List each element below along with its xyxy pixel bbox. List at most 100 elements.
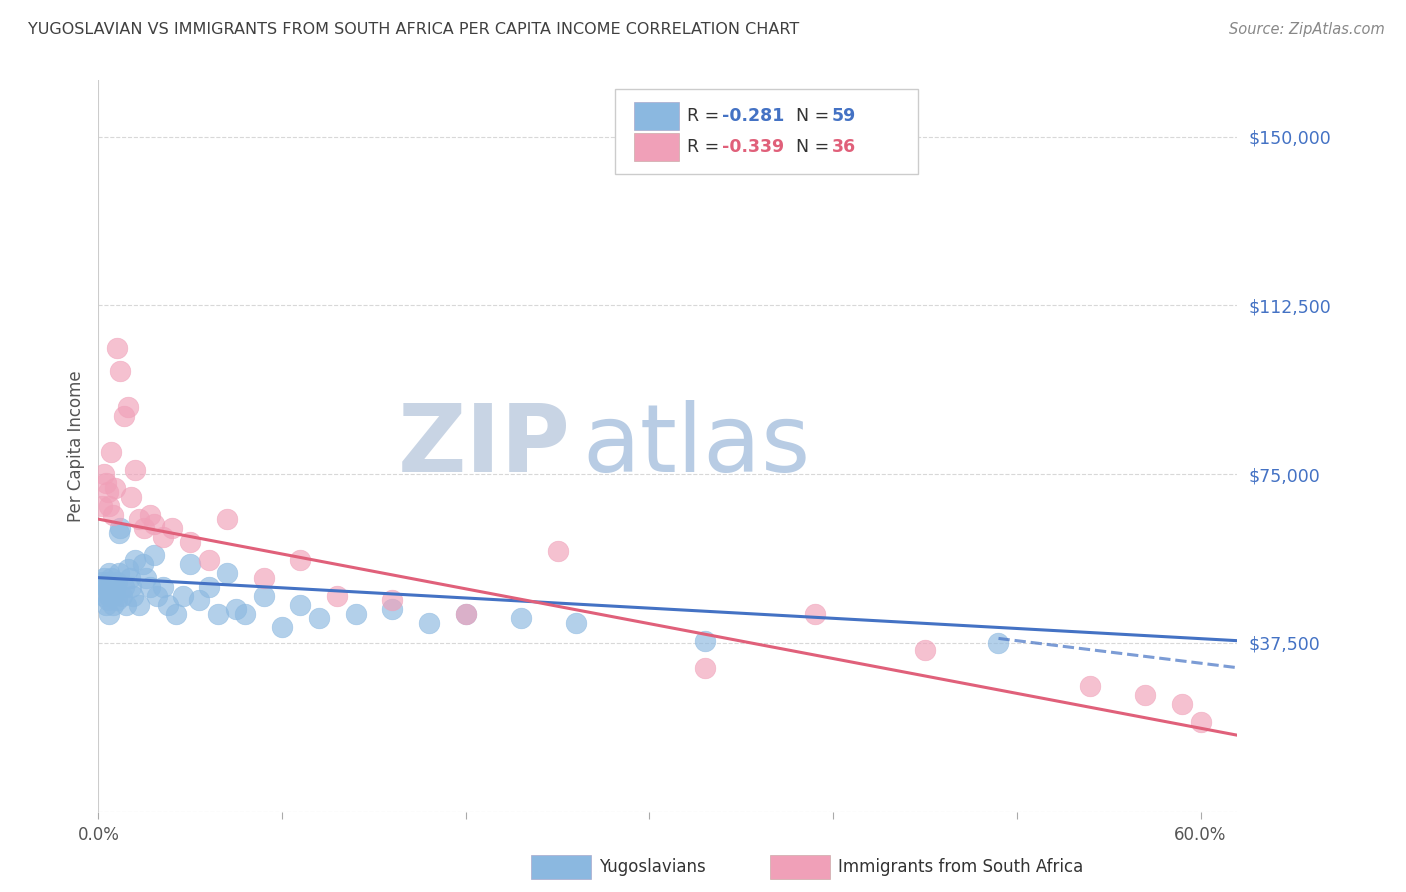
Point: [253, 589, 276, 603]
Point: [128, 598, 150, 612]
Point: [197, 580, 219, 594]
Point: [105, 593, 128, 607]
Text: Immigrants from South Africa: Immigrants from South Africa: [838, 858, 1083, 876]
Point: [418, 615, 440, 630]
Point: [124, 552, 146, 566]
Point: [93, 589, 115, 603]
Text: -0.339: -0.339: [723, 138, 785, 156]
Point: [107, 525, 129, 540]
Point: [157, 598, 180, 612]
Point: [101, 589, 124, 603]
Point: [1135, 688, 1157, 702]
Point: [100, 580, 122, 594]
Point: [117, 562, 139, 576]
Text: N =: N =: [786, 138, 835, 156]
Point: [112, 580, 135, 594]
Point: [290, 552, 312, 566]
Point: [110, 363, 132, 377]
Point: [804, 607, 827, 621]
Text: R =: R =: [688, 138, 724, 156]
Point: [134, 521, 156, 535]
Point: [118, 571, 141, 585]
Point: [1078, 679, 1101, 693]
Point: [326, 589, 349, 603]
Point: [97, 584, 120, 599]
Point: [139, 508, 162, 522]
Point: [693, 661, 716, 675]
Text: Yugoslavians: Yugoslavians: [599, 858, 706, 876]
Point: [454, 607, 477, 621]
Point: [122, 589, 145, 603]
Point: [135, 571, 157, 585]
Point: [454, 607, 477, 621]
Point: [104, 584, 127, 599]
Text: atlas: atlas: [582, 400, 811, 492]
Point: [98, 607, 121, 621]
Point: [1189, 714, 1212, 729]
Point: [381, 593, 404, 607]
Point: [565, 615, 588, 630]
Text: 59: 59: [832, 107, 856, 125]
Point: [91, 575, 114, 590]
Point: [290, 598, 312, 612]
Point: [124, 462, 146, 476]
Point: [207, 607, 229, 621]
Point: [987, 636, 1010, 650]
Point: [115, 598, 138, 612]
Point: [111, 589, 134, 603]
Point: [104, 580, 127, 594]
Text: Source: ZipAtlas.com: Source: ZipAtlas.com: [1229, 22, 1385, 37]
Point: [139, 580, 162, 594]
Point: [101, 598, 124, 612]
Point: [97, 485, 120, 500]
Point: [94, 598, 117, 612]
Point: [91, 499, 114, 513]
Text: -0.281: -0.281: [723, 107, 785, 125]
Point: [160, 521, 183, 535]
Point: [197, 552, 219, 566]
Point: [98, 499, 121, 513]
Point: [152, 530, 174, 544]
Point: [112, 409, 135, 423]
Point: [131, 557, 153, 571]
Point: [93, 571, 115, 585]
Point: [142, 548, 165, 562]
Point: [215, 566, 238, 581]
Text: ZIP: ZIP: [398, 400, 571, 492]
Point: [152, 580, 174, 594]
Text: R =: R =: [688, 107, 724, 125]
Point: [547, 543, 569, 558]
Point: [225, 602, 247, 616]
Text: 36: 36: [832, 138, 856, 156]
Point: [104, 481, 127, 495]
Point: [97, 593, 120, 607]
Point: [165, 607, 187, 621]
Point: [93, 467, 115, 482]
Point: [142, 516, 165, 531]
Point: [215, 512, 238, 526]
Point: [101, 508, 124, 522]
Point: [97, 575, 120, 590]
Point: [1171, 697, 1194, 711]
Point: [100, 444, 122, 458]
Point: [253, 571, 276, 585]
Point: [693, 633, 716, 648]
Point: [105, 575, 128, 590]
Point: [94, 476, 117, 491]
Point: [509, 611, 531, 625]
Point: [105, 341, 128, 355]
Point: [235, 607, 257, 621]
Point: [110, 521, 132, 535]
Point: [98, 566, 121, 581]
Text: YUGOSLAVIAN VS IMMIGRANTS FROM SOUTH AFRICA PER CAPITA INCOME CORRELATION CHART: YUGOSLAVIAN VS IMMIGRANTS FROM SOUTH AFR…: [28, 22, 800, 37]
Point: [381, 602, 404, 616]
Point: [308, 611, 330, 625]
Y-axis label: Per Capita Income: Per Capita Income: [66, 370, 84, 522]
Point: [121, 580, 143, 594]
Point: [128, 512, 150, 526]
Point: [188, 593, 211, 607]
Point: [179, 534, 201, 549]
Point: [94, 580, 117, 594]
Point: [179, 557, 201, 571]
Point: [98, 589, 121, 603]
